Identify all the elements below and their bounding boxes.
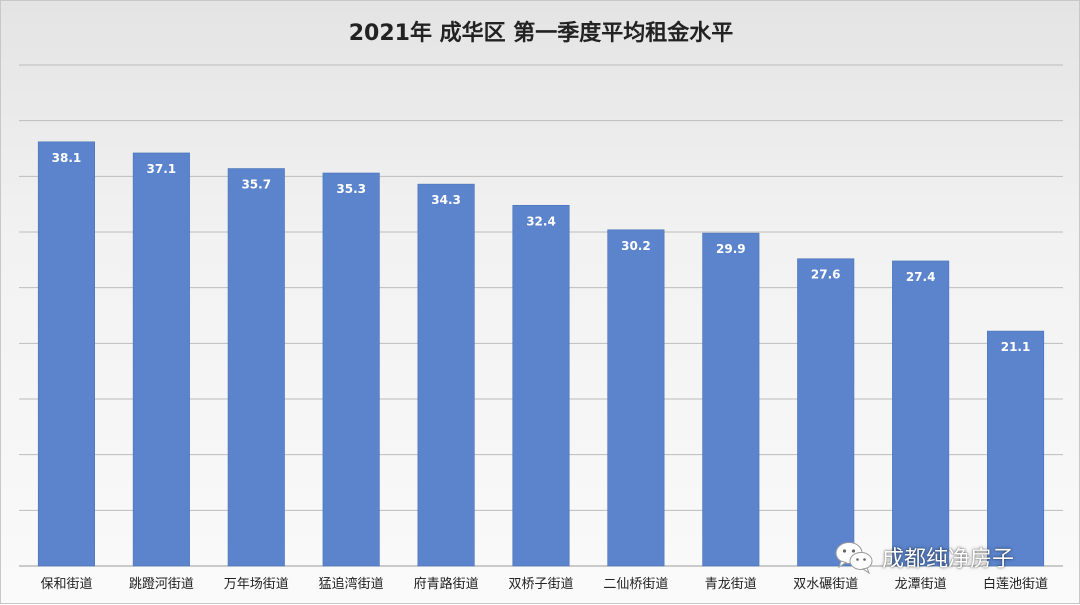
x-tick-label: 龙潭街道: [895, 577, 947, 592]
bar-value-labels: 38.1 37.1 35.7 35.3 34.3 32.4 30.2 29.9 27.6 27.4…: [52, 151, 1031, 354]
bar-value-label: 30.2: [621, 239, 651, 253]
x-tick-label: 跳蹬河街道: [129, 577, 194, 592]
bar: [132, 152, 190, 567]
bar-value-label: 32.4: [526, 214, 556, 228]
bar: [512, 204, 570, 567]
x-tick-label: 保和街道: [40, 577, 92, 592]
x-axis-tick-labels: 保和街道 跳蹬河街道 万年场街道 猛追湾街道 府青路街道 双桥子街道 二仙桥街道 青龙街道 双水…: [40, 576, 1048, 592]
watermark-text: 成都纯净房子: [882, 547, 1015, 572]
bar: [37, 141, 95, 567]
bar: [227, 168, 285, 567]
wechat-icon: [835, 542, 873, 574]
bar-value-label: 37.1: [147, 162, 177, 176]
bars: [37, 141, 1045, 567]
x-tick-label: 猛追湾街道: [319, 576, 384, 592]
bar: [607, 229, 665, 567]
x-tick-label: 双水碾街道: [793, 577, 858, 592]
bar-value-label: 21.1: [1001, 340, 1031, 354]
x-tick-label: 白莲池街道: [983, 576, 1048, 592]
bar: [702, 232, 760, 567]
bar-value-label: 35.3: [336, 182, 366, 196]
bar: [797, 258, 855, 567]
bar-value-label: 34.3: [431, 193, 461, 207]
bar: [987, 330, 1045, 567]
bar-value-label: 38.1: [52, 151, 82, 165]
bar: [417, 183, 475, 567]
x-tick-label: 万年场街道: [224, 577, 289, 592]
x-tick-label: 青龙街道: [705, 577, 757, 592]
x-tick-label: 府青路街道: [414, 576, 479, 592]
bar-value-label: 29.9: [716, 242, 746, 256]
x-tick-label: 二仙桥街道: [603, 577, 668, 592]
bar-value-label: 27.6: [811, 268, 841, 282]
bar: [322, 172, 380, 567]
x-tick-label: 双桥子街道: [508, 577, 573, 592]
bar-value-label: 35.7: [241, 178, 271, 192]
chart-title: 2021年 成华区 第一季度平均租金水平: [348, 21, 734, 46]
bar-value-label: 27.4: [906, 270, 936, 284]
watermark: 成都纯净房子: [834, 539, 1014, 575]
bar: [892, 260, 950, 567]
